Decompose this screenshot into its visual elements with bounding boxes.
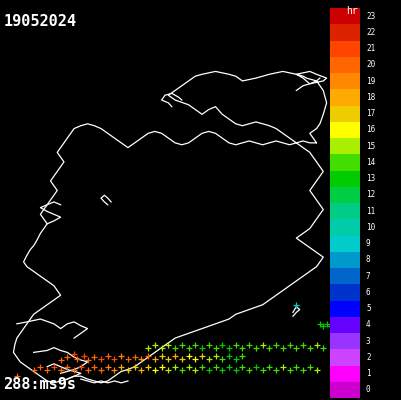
Bar: [329, 73, 359, 89]
Text: 16: 16: [365, 125, 374, 134]
Text: 12: 12: [365, 190, 374, 199]
Bar: [329, 154, 359, 170]
Text: 1: 1: [365, 369, 370, 378]
Text: hr: hr: [345, 6, 356, 16]
Text: 20: 20: [365, 60, 374, 69]
Text: 17: 17: [365, 109, 374, 118]
Text: 10: 10: [365, 223, 374, 232]
Text: 11: 11: [365, 207, 374, 216]
Bar: [329, 89, 359, 106]
Text: 2: 2: [365, 353, 370, 362]
Text: 21: 21: [365, 44, 374, 53]
Bar: [329, 40, 359, 57]
Text: 14: 14: [365, 158, 374, 167]
Text: 3: 3: [365, 337, 370, 346]
Bar: [329, 57, 359, 73]
Bar: [329, 317, 359, 333]
Bar: [329, 8, 359, 24]
Bar: [329, 268, 359, 284]
Text: 19052024: 19052024: [3, 14, 76, 29]
Text: 5: 5: [365, 304, 370, 313]
Text: 288:ms9s: 288:ms9s: [3, 377, 76, 392]
Text: 13: 13: [365, 174, 374, 183]
Text: 19: 19: [365, 77, 374, 86]
Bar: [329, 170, 359, 187]
Bar: [329, 203, 359, 219]
Bar: [329, 24, 359, 40]
Bar: [329, 236, 359, 252]
Text: 6: 6: [365, 288, 370, 297]
Bar: [329, 284, 359, 300]
Bar: [329, 219, 359, 236]
Bar: [329, 187, 359, 203]
Text: 7: 7: [365, 272, 370, 281]
Bar: [329, 382, 359, 398]
Bar: [329, 366, 359, 382]
Bar: [329, 122, 359, 138]
Text: 0: 0: [365, 385, 370, 394]
Text: 9: 9: [365, 239, 370, 248]
Bar: [329, 333, 359, 349]
Bar: [329, 300, 359, 317]
Bar: [329, 252, 359, 268]
Text: 4: 4: [365, 320, 370, 329]
Text: 18: 18: [365, 93, 374, 102]
Bar: [329, 349, 359, 366]
Text: 22: 22: [365, 28, 374, 37]
Text: 15: 15: [365, 142, 374, 151]
Bar: [329, 106, 359, 122]
Text: 8: 8: [365, 255, 370, 264]
Bar: [329, 138, 359, 154]
Text: 23: 23: [365, 12, 374, 21]
